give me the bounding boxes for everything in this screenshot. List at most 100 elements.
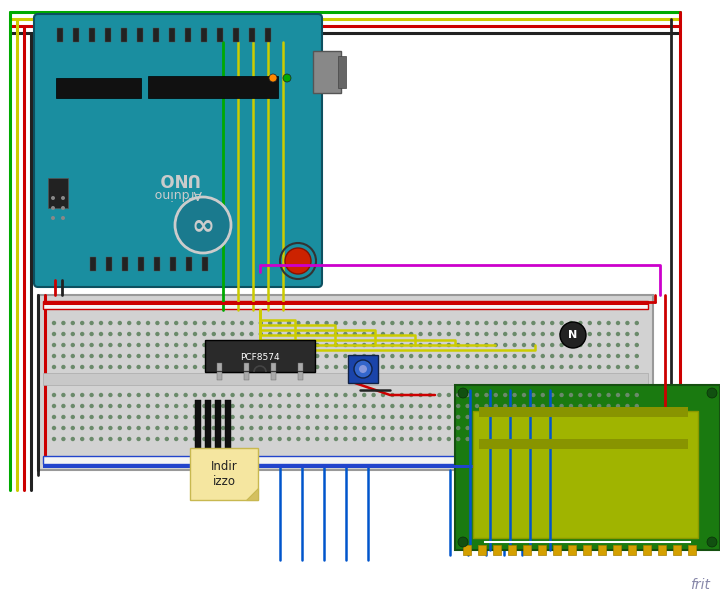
- Circle shape: [249, 365, 253, 369]
- Text: ∞: ∞: [192, 211, 215, 239]
- Circle shape: [240, 415, 244, 419]
- Bar: [233, 28, 239, 42]
- Circle shape: [108, 365, 112, 369]
- Circle shape: [202, 354, 207, 358]
- Circle shape: [354, 360, 372, 378]
- Bar: [43, 302, 648, 305]
- Circle shape: [559, 415, 564, 419]
- Text: N: N: [568, 330, 577, 340]
- Circle shape: [334, 426, 338, 430]
- Circle shape: [240, 404, 244, 408]
- Circle shape: [606, 365, 611, 369]
- Circle shape: [343, 343, 348, 347]
- Circle shape: [61, 354, 66, 358]
- Circle shape: [465, 343, 470, 347]
- Circle shape: [707, 388, 717, 398]
- Circle shape: [428, 343, 432, 347]
- Circle shape: [174, 354, 179, 358]
- Circle shape: [99, 354, 103, 358]
- Circle shape: [202, 365, 207, 369]
- Circle shape: [202, 321, 207, 325]
- Circle shape: [61, 404, 66, 408]
- Bar: [244, 372, 249, 380]
- Circle shape: [437, 343, 441, 347]
- Circle shape: [456, 404, 460, 408]
- Circle shape: [418, 415, 423, 419]
- Circle shape: [277, 437, 282, 441]
- Circle shape: [381, 321, 385, 325]
- Circle shape: [258, 354, 263, 358]
- Circle shape: [268, 437, 272, 441]
- Circle shape: [418, 332, 423, 336]
- Circle shape: [258, 343, 263, 347]
- Circle shape: [117, 437, 122, 441]
- Circle shape: [174, 365, 179, 369]
- Circle shape: [569, 415, 573, 419]
- Circle shape: [136, 393, 141, 397]
- Circle shape: [165, 393, 169, 397]
- Circle shape: [136, 426, 141, 430]
- Text: UNO: UNO: [157, 169, 199, 187]
- Circle shape: [193, 393, 197, 397]
- Bar: [298, 363, 303, 371]
- Circle shape: [145, 321, 150, 325]
- Circle shape: [80, 321, 84, 325]
- Circle shape: [136, 321, 141, 325]
- Circle shape: [268, 404, 272, 408]
- Circle shape: [409, 415, 413, 419]
- Circle shape: [465, 365, 470, 369]
- Circle shape: [202, 393, 207, 397]
- Bar: [89, 28, 95, 42]
- Circle shape: [456, 332, 460, 336]
- Circle shape: [80, 343, 84, 347]
- Circle shape: [597, 321, 601, 325]
- Bar: [493, 545, 501, 555]
- Circle shape: [89, 321, 94, 325]
- Circle shape: [287, 415, 291, 419]
- Circle shape: [588, 354, 592, 358]
- Circle shape: [606, 404, 611, 408]
- Circle shape: [616, 354, 620, 358]
- Circle shape: [465, 415, 470, 419]
- Circle shape: [268, 343, 272, 347]
- Circle shape: [616, 343, 620, 347]
- Circle shape: [381, 415, 385, 419]
- Circle shape: [343, 321, 348, 325]
- Circle shape: [616, 426, 620, 430]
- Circle shape: [522, 354, 526, 358]
- Circle shape: [156, 332, 160, 336]
- Circle shape: [578, 404, 582, 408]
- Bar: [479, 407, 688, 417]
- Circle shape: [606, 321, 611, 325]
- Circle shape: [268, 321, 272, 325]
- Circle shape: [550, 415, 554, 419]
- Bar: [478, 545, 486, 555]
- Circle shape: [165, 332, 169, 336]
- Circle shape: [212, 415, 216, 419]
- Circle shape: [268, 415, 272, 419]
- Bar: [508, 545, 516, 555]
- Circle shape: [458, 388, 468, 398]
- Circle shape: [616, 393, 620, 397]
- Circle shape: [588, 426, 592, 430]
- Circle shape: [136, 415, 141, 419]
- Bar: [153, 28, 159, 42]
- Circle shape: [343, 415, 348, 419]
- Circle shape: [127, 332, 131, 336]
- Circle shape: [305, 393, 310, 397]
- Circle shape: [428, 437, 432, 441]
- Bar: [688, 545, 696, 555]
- Circle shape: [117, 332, 122, 336]
- Circle shape: [428, 354, 432, 358]
- Bar: [553, 545, 561, 555]
- Bar: [43, 301, 648, 309]
- Circle shape: [240, 365, 244, 369]
- Circle shape: [184, 321, 188, 325]
- Circle shape: [588, 332, 592, 336]
- Circle shape: [334, 343, 338, 347]
- Bar: [73, 28, 79, 42]
- Circle shape: [390, 393, 395, 397]
- Circle shape: [221, 332, 225, 336]
- Circle shape: [221, 404, 225, 408]
- Circle shape: [184, 332, 188, 336]
